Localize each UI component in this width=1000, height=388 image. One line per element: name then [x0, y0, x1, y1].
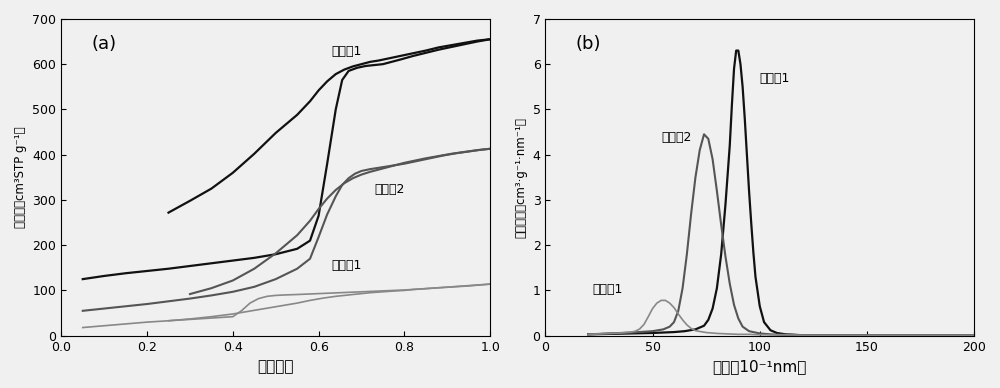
Text: 比较例2: 比较例2: [661, 131, 692, 144]
Y-axis label: 吸附量（cm³STP g⁻¹）: 吸附量（cm³STP g⁻¹）: [14, 126, 27, 228]
X-axis label: 孔径（10⁻¹nm）: 孔径（10⁻¹nm）: [713, 359, 807, 374]
Text: 实施例1: 实施例1: [331, 259, 362, 272]
Text: 实施例1: 实施例1: [593, 283, 623, 296]
Text: 比较例1: 比较例1: [760, 72, 790, 85]
Text: 比较例1: 比较例1: [331, 45, 362, 58]
Text: 比较例2: 比较例2: [374, 183, 405, 196]
Text: (a): (a): [91, 35, 116, 53]
Y-axis label: 孔径分布（cm³·g⁻¹·nm⁻¹）: 孔径分布（cm³·g⁻¹·nm⁻¹）: [514, 117, 527, 238]
X-axis label: 相对渔压: 相对渔压: [257, 359, 294, 374]
Text: (b): (b): [575, 35, 601, 53]
